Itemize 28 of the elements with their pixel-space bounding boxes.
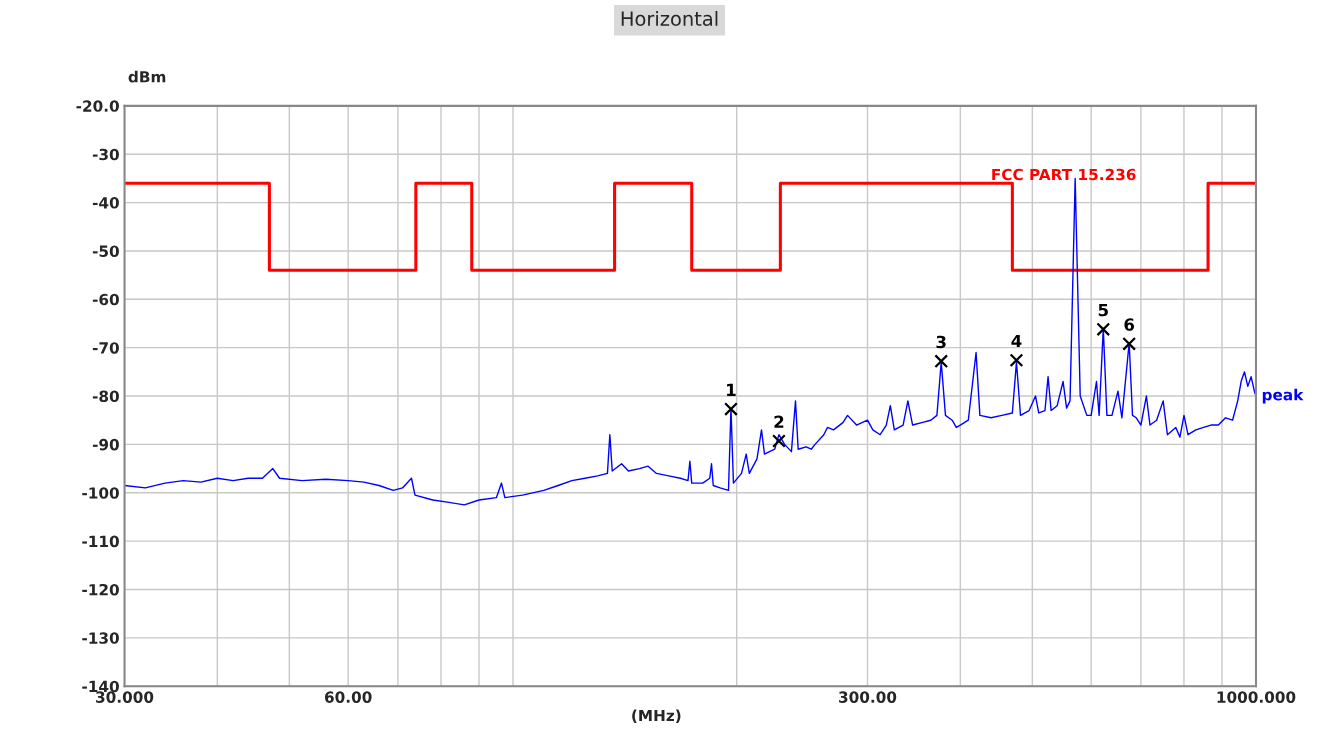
annotation: 6 <box>1124 318 1135 331</box>
y-axis-title: dBm <box>128 70 166 83</box>
series-label: FCC PART 15.236 <box>992 168 1136 181</box>
x-tick-label: 60.00 <box>324 691 372 703</box>
y-tick-label: -80 <box>92 390 119 403</box>
y-tick-label: -60 <box>92 293 119 306</box>
annotation: 1 <box>727 383 736 396</box>
x-tick-label: 300.00 <box>839 691 897 703</box>
y-tick-label: -70 <box>92 342 119 354</box>
series-label: peak <box>1262 388 1304 404</box>
annotation: 4 <box>1011 334 1022 348</box>
x-tick-label: 30.000 <box>96 691 154 703</box>
y-tick-label: -120 <box>82 583 119 596</box>
x-tick-label: 1000.000 <box>1217 691 1296 703</box>
annotation: 2 <box>774 415 784 428</box>
x-axis-title: (MHz) <box>632 709 681 724</box>
y-tick-label: -100 <box>82 487 119 499</box>
y-tick-label: -30 <box>92 148 119 161</box>
y-tick-label: -50 <box>92 245 119 257</box>
y-tick-label: -90 <box>92 438 119 451</box>
y-tick-label: -110 <box>82 535 119 548</box>
y-tick-label: -20.0 <box>76 100 119 112</box>
chart-title: Horizontal <box>621 10 718 26</box>
y-tick-label: -130 <box>82 632 119 644</box>
y-tick-label: -140 <box>82 680 119 693</box>
y-tick-label: -40 <box>92 197 119 209</box>
annotation: 3 <box>936 335 946 349</box>
annotation: 5 <box>1098 303 1108 317</box>
